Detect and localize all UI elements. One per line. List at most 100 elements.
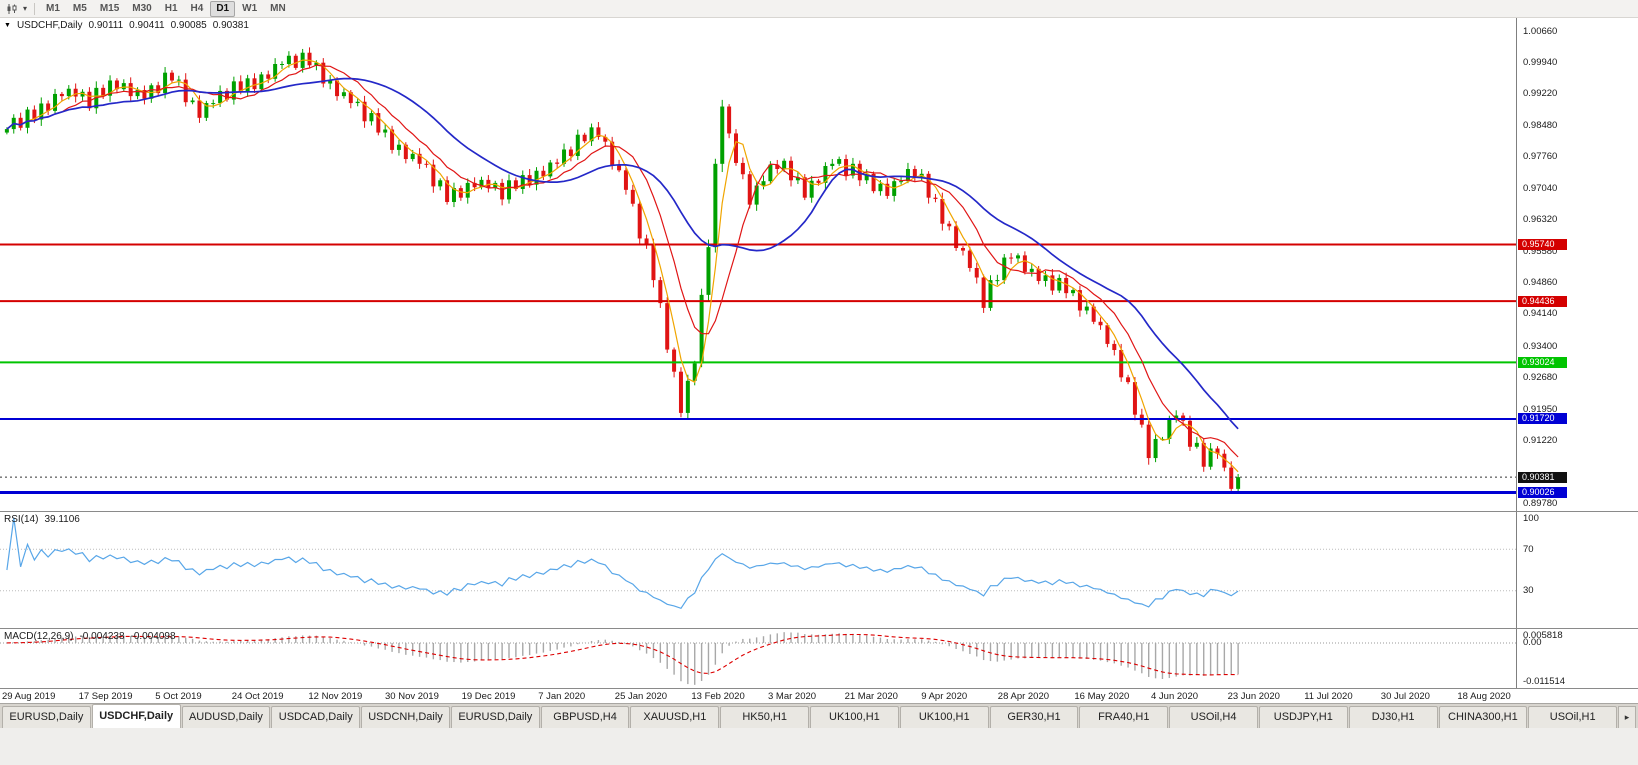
x-axis-label: 29 Aug 2019 xyxy=(2,691,55,702)
rsi-axis-label: 100 xyxy=(1523,513,1539,524)
chart-tab-usdchf-daily[interactable]: USDCHF,Daily xyxy=(92,704,181,728)
timeframe-button-h4[interactable]: H4 xyxy=(185,1,210,17)
x-axis-label: 28 Apr 2020 xyxy=(998,691,1049,702)
y-axis-label: 1.00660 xyxy=(1523,26,1557,37)
price-level-badge: 0.90026 xyxy=(1518,487,1567,498)
candlestick-chart[interactable] xyxy=(0,18,1516,511)
timeframe-button-m5[interactable]: M5 xyxy=(67,1,93,17)
chart-tab-usoil-h1[interactable]: USOil,H1 xyxy=(1528,706,1617,728)
toolbar-separator xyxy=(34,3,35,15)
x-axis-label: 25 Jan 2020 xyxy=(615,691,667,702)
timeframe-button-h1[interactable]: H1 xyxy=(159,1,184,17)
y-axis-label: 0.97760 xyxy=(1523,151,1557,162)
y-axis-label: 0.94860 xyxy=(1523,277,1557,288)
timeframe-button-m1[interactable]: M1 xyxy=(40,1,66,17)
macd-main-value: -0.004238 xyxy=(79,631,124,642)
x-axis-label: 21 Mar 2020 xyxy=(845,691,898,702)
chart-tab-usdcnh-daily[interactable]: USDCNH,Daily xyxy=(361,706,450,728)
x-axis-label: 23 Jun 2020 xyxy=(1228,691,1280,702)
rsi-axis: 100 70 30 xyxy=(1516,512,1638,628)
tab-scroll-right-icon[interactable]: ▸ xyxy=(1618,706,1636,728)
y-axis-label: 0.93400 xyxy=(1523,341,1557,352)
chart-tab-eurusd-daily[interactable]: EURUSD,Daily xyxy=(2,706,91,728)
timeframe-group: M1M5M15M30H1H4D1W1MN xyxy=(40,1,292,17)
y-axis-label: 0.96320 xyxy=(1523,214,1557,225)
chart-tab-china300-h1[interactable]: CHINA300,H1 xyxy=(1439,706,1528,728)
x-axis-label: 24 Oct 2019 xyxy=(232,691,284,702)
time-axis: 29 Aug 2019 17 Sep 2019 5 Oct 2019 24 Oct 2… xyxy=(0,688,1638,703)
x-axis-label: 30 Jul 2020 xyxy=(1381,691,1430,702)
y-axis-label: 0.99220 xyxy=(1523,88,1557,99)
y-axis-label: 0.89780 xyxy=(1523,498,1557,509)
y-axis-label: 0.98480 xyxy=(1523,120,1557,131)
x-axis-label: 12 Nov 2019 xyxy=(308,691,362,702)
chart-close-value: 0.90381 xyxy=(213,20,249,31)
timeframe-button-w1[interactable]: W1 xyxy=(236,1,263,17)
chart-tab-audusd-daily[interactable]: AUDUSD,Daily xyxy=(182,706,271,728)
x-axis-label: 13 Feb 2020 xyxy=(691,691,744,702)
x-axis-label: 19 Dec 2019 xyxy=(462,691,516,702)
price-level-badge: 0.93024 xyxy=(1518,357,1567,368)
chart-tab-dj30-h1[interactable]: DJ30,H1 xyxy=(1349,706,1438,728)
y-axis-label: 0.92680 xyxy=(1523,372,1557,383)
rsi-chart[interactable] xyxy=(0,512,1516,628)
x-axis-label: 30 Nov 2019 xyxy=(385,691,439,702)
timeframe-button-m30[interactable]: M30 xyxy=(126,1,157,17)
macd-name: MACD(12,26,9) xyxy=(4,631,73,642)
chart-type-dropdown-icon[interactable]: ▾ xyxy=(21,2,29,16)
chart-tab-eurusd-daily[interactable]: EURUSD,Daily xyxy=(451,706,540,728)
status-strip xyxy=(0,728,1638,765)
chart-low-value: 0.90085 xyxy=(171,20,207,31)
timeframe-button-mn[interactable]: MN xyxy=(264,1,292,17)
chart-tab-uk100-h1[interactable]: UK100,H1 xyxy=(900,706,989,728)
chart-tab-ger30-h1[interactable]: GER30,H1 xyxy=(990,706,1079,728)
macd-signal-value: -0.004098 xyxy=(131,631,176,642)
price-level-badge: 0.91720 xyxy=(1518,413,1567,424)
candlestick-chart-type-icon[interactable] xyxy=(4,2,20,16)
chart-tab-usoil-h4[interactable]: USOil,H4 xyxy=(1169,706,1258,728)
chart-tab-usdjpy-h1[interactable]: USDJPY,H1 xyxy=(1259,706,1348,728)
x-axis-label: 16 May 2020 xyxy=(1074,691,1129,702)
price-level-badge: 0.94436 xyxy=(1518,296,1567,307)
x-axis-label: 18 Aug 2020 xyxy=(1457,691,1510,702)
chart-tab-gbpusd-h4[interactable]: GBPUSD,H4 xyxy=(541,706,630,728)
x-axis-label: 7 Jan 2020 xyxy=(538,691,585,702)
rsi-label: RSI(14) 39.1106 xyxy=(4,514,80,525)
rsi-axis-label: 70 xyxy=(1523,544,1534,555)
y-axis-label: 0.97040 xyxy=(1523,183,1557,194)
trading-terminal: ▾ M1M5M15M30H1H4D1W1MN ▼ USDCHF,Daily 0.… xyxy=(0,0,1638,765)
x-axis-label: 4 Jun 2020 xyxy=(1151,691,1198,702)
price-axis: 1.00660 0.99940 0.99220 0.98480 0.97760 0.970… xyxy=(1516,18,1638,511)
timeframe-button-d1[interactable]: D1 xyxy=(210,1,235,17)
collapse-icon[interactable]: ▼ xyxy=(4,22,11,29)
x-axis-label: 17 Sep 2019 xyxy=(79,691,133,702)
rsi-panel: RSI(14) 39.1106 100 70 30 xyxy=(0,511,1638,628)
rsi-name: RSI(14) xyxy=(4,514,38,525)
x-axis-label: 5 Oct 2019 xyxy=(155,691,201,702)
chart-open-value: 0.90111 xyxy=(89,20,124,31)
macd-axis-zero-label: 0.00 xyxy=(1523,637,1542,648)
chart-symbol-period: USDCHF,Daily xyxy=(17,20,83,31)
rsi-axis-label: 30 xyxy=(1523,585,1534,596)
macd-panel: MACD(12,26,9) -0.004238 -0.004098 0.0058… xyxy=(0,628,1638,688)
y-axis-label: 0.94140 xyxy=(1523,308,1557,319)
macd-axis: 0.0058180.00-0.011514 xyxy=(1516,629,1638,688)
macd-chart[interactable] xyxy=(0,629,1516,688)
chart-tab-hk50-h1[interactable]: HK50,H1 xyxy=(720,706,809,728)
x-axis-label: 11 Jul 2020 xyxy=(1304,691,1352,702)
chart-tab-uk100-h1[interactable]: UK100,H1 xyxy=(810,706,899,728)
timeframe-button-m15[interactable]: M15 xyxy=(94,1,125,17)
chart-tab-bar: EURUSD,DailyUSDCHF,DailyAUDUSD,DailyUSDC… xyxy=(0,703,1638,728)
x-axis-label: 9 Apr 2020 xyxy=(921,691,967,702)
current-price-badge: 0.90381 xyxy=(1518,472,1567,483)
x-axis-label: 3 Mar 2020 xyxy=(768,691,816,702)
chart-tab-usdcad-daily[interactable]: USDCAD,Daily xyxy=(271,706,360,728)
rsi-value: 39.1106 xyxy=(44,514,79,525)
chart-tab-xauusd-h1[interactable]: XAUUSD,H1 xyxy=(630,706,719,728)
y-axis-label: 0.99940 xyxy=(1523,57,1557,68)
price-level-badge: 0.95740 xyxy=(1518,239,1567,250)
chart-tab-fra40-h1[interactable]: FRA40,H1 xyxy=(1079,706,1168,728)
toolbar: ▾ M1M5M15M30H1H4D1W1MN xyxy=(0,0,1638,18)
macd-axis-min-label: -0.011514 xyxy=(1523,676,1565,687)
macd-label: MACD(12,26,9) -0.004238 -0.004098 xyxy=(4,631,176,642)
